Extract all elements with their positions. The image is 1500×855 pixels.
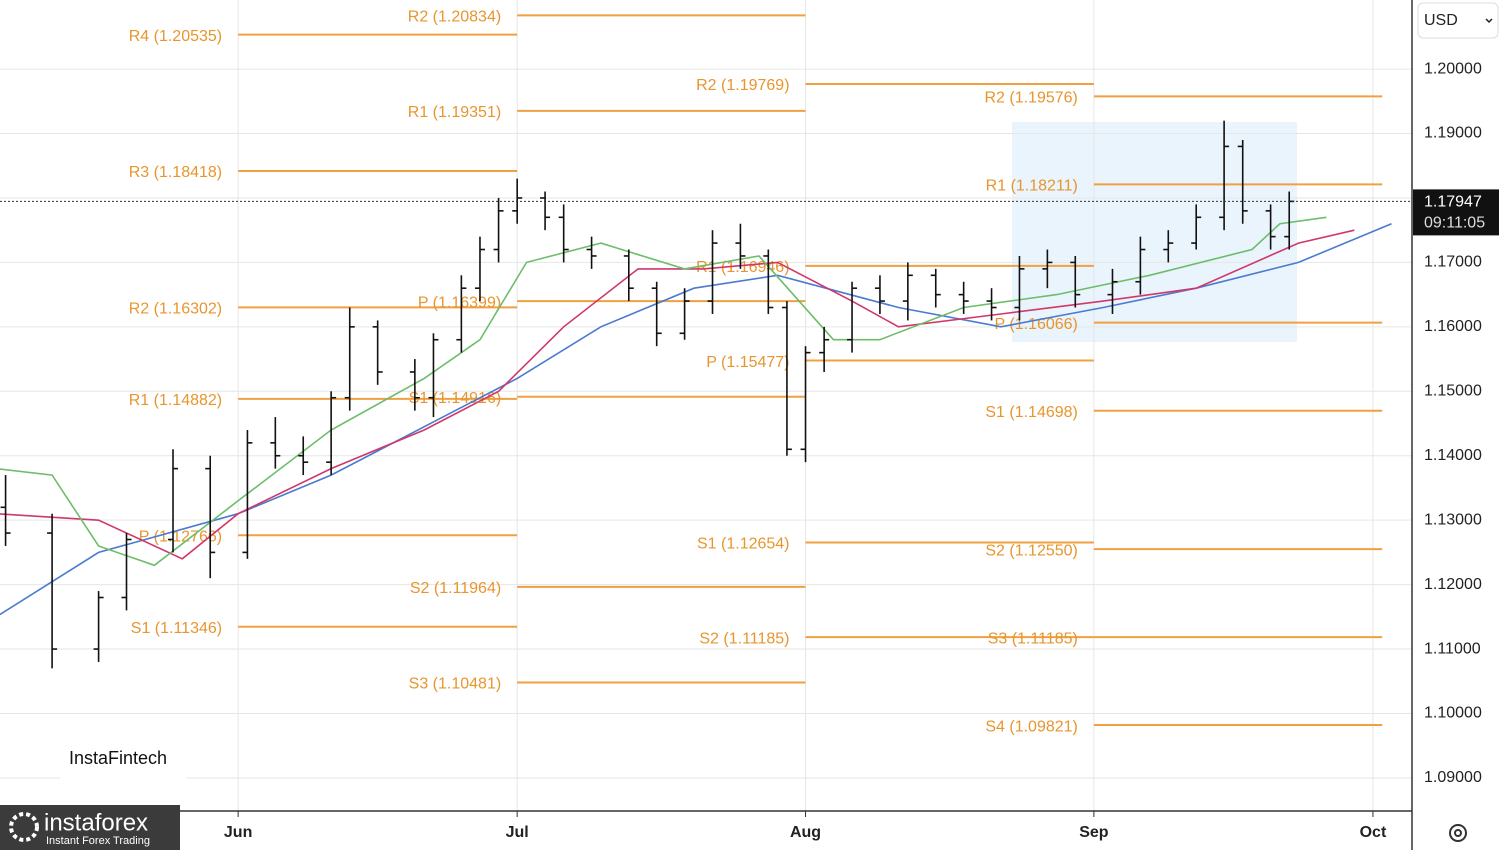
y-tick-label: 1.10000 (1424, 705, 1482, 722)
price-bars (0, 120, 1295, 669)
logo-name: instaforex (44, 809, 148, 836)
moving-average (0, 222, 1392, 616)
x-tick-label: Aug (790, 824, 821, 841)
currency-select[interactable] (1417, 2, 1499, 39)
currency-label: USD (1424, 12, 1458, 29)
pivot-label: S1 (1.14698) (985, 404, 1078, 421)
pivot-label: S1 (1.11346) (131, 620, 222, 637)
last-price-box (1413, 189, 1499, 236)
pivot-label: S2 (1.11185) (699, 630, 789, 647)
pivot-label: R2 (1.19769) (696, 77, 789, 94)
grid (0, 0, 1412, 811)
pivot-label: P (1.15477) (706, 354, 789, 371)
pivot-label: P (1.16399) (418, 294, 501, 311)
pivot-label: R1 (1.18211) (986, 178, 1078, 195)
pivot-label: R2 (1.19576) (984, 90, 1077, 107)
pivot-levels: R4 (1.20535) R3 (1.18418) R2 (1.16302) R1 (… (129, 9, 1383, 735)
pivot-label: S1 (1.12654) (697, 536, 790, 553)
dropdown-arrow (1485, 18, 1493, 24)
x-tick-label: Jun (224, 824, 252, 841)
settings-icon[interactable] (1449, 824, 1467, 842)
logo-box (0, 805, 180, 850)
y-tick-label: 1.17000 (1424, 254, 1482, 271)
moving-average (0, 229, 1355, 560)
logo-icon (9, 812, 39, 842)
pivot-label: R1 (1.19351) (408, 104, 501, 121)
pivot-label: S2 (1.11964) (410, 580, 501, 597)
pivot-label: S2 (1.12550) (985, 542, 1078, 559)
pivot-label: P (1.16066) (995, 316, 1078, 333)
pivot-label: S3 (1.11185) (988, 630, 1078, 647)
settings-icon-center (1454, 829, 1462, 837)
pivot-label: R1 (1.14882) (129, 392, 222, 409)
y-tick-label: 1.14000 (1424, 447, 1482, 464)
last-price-time: 09:11:05 (1424, 215, 1485, 232)
pivot-label: S1 (1.14916) (409, 390, 502, 407)
brand-name: InstaFintech (69, 748, 167, 768)
brand-box (60, 718, 186, 796)
y-tick-label: 1.20000 (1424, 60, 1482, 77)
y-tick-label: 1.11000 (1424, 640, 1481, 657)
volume-profile-area (1012, 122, 1297, 342)
y-tick-label: 1.15000 (1424, 383, 1482, 400)
y-tick-label: 1.09000 (1424, 769, 1482, 786)
y-tick-label: 1.12000 (1424, 576, 1482, 593)
logo-tagline: Instant Forex Trading (46, 835, 150, 847)
x-tick-label: Sep (1079, 824, 1109, 841)
pivot-label: R2 (1.16302) (129, 301, 222, 318)
moving-averages (0, 216, 1392, 616)
pivot-label: R4 (1.20535) (129, 28, 222, 45)
moving-average (0, 216, 1327, 567)
pivot-label: R3 (1.18418) (129, 164, 222, 181)
axes: 1.200001.190001.180001.170001.160001.150… (0, 60, 1499, 841)
x-tick-label: Jul (506, 824, 529, 841)
y-tick-label: 1.13000 (1424, 511, 1482, 528)
pivot-label: S4 (1.09821) (985, 718, 1078, 735)
y-tick-label: 1.16000 (1424, 318, 1482, 335)
pivot-label: P (1.12766) (139, 528, 222, 545)
last-price-label: 1.17947 (1424, 194, 1482, 211)
pivot-label: S3 (1.10481) (409, 676, 502, 693)
y-tick-label: 1.19000 (1424, 125, 1482, 142)
pivot-label: R2 (1.20834) (408, 9, 501, 26)
x-tick-label: Oct (1360, 824, 1387, 841)
